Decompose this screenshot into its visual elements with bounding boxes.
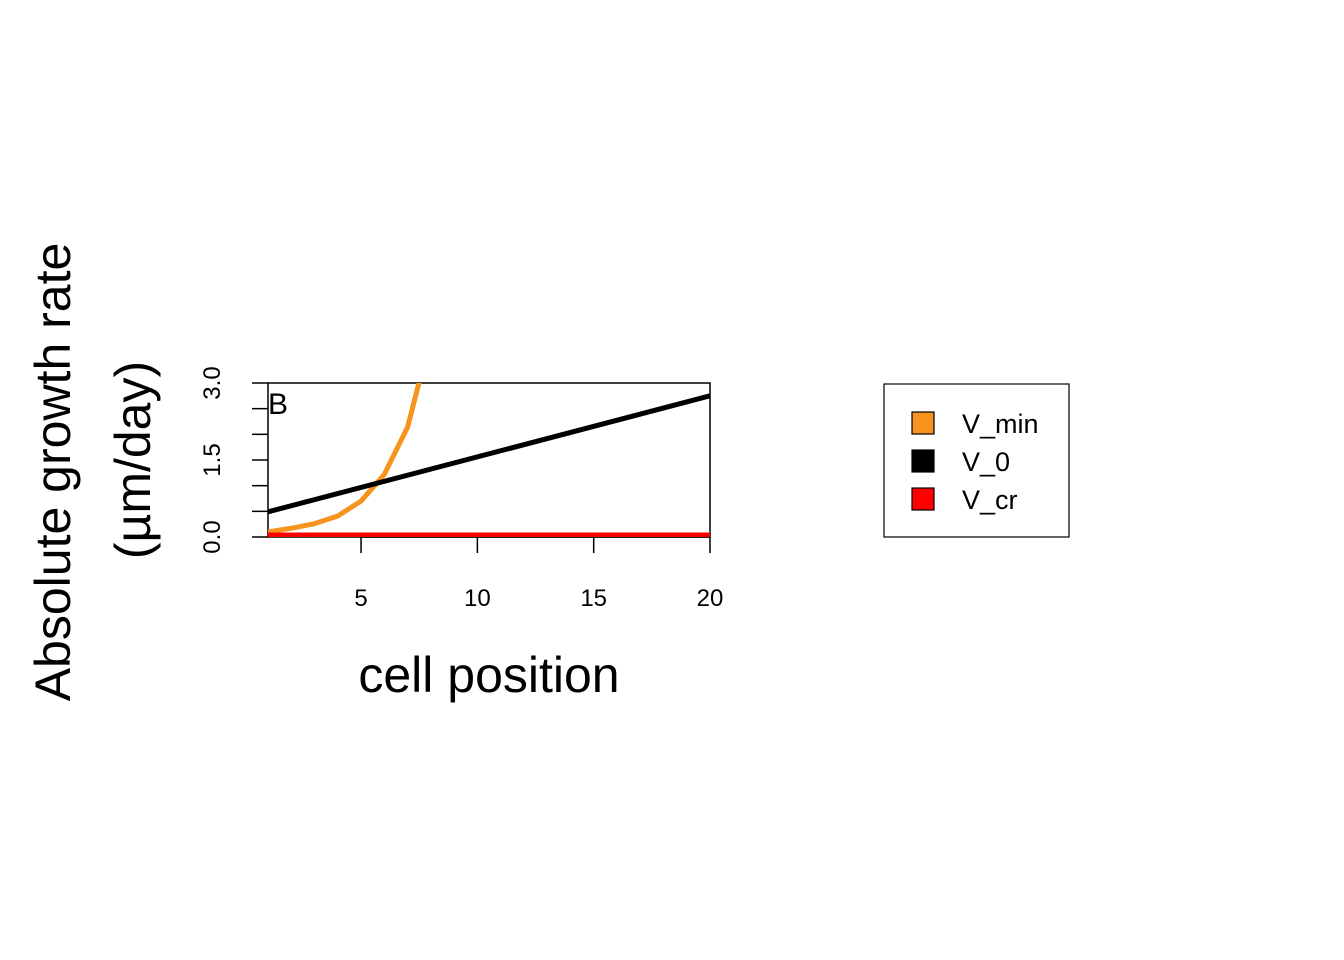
y-tick-label: 0.0 [199,520,226,553]
x-tick-label: 15 [580,585,607,612]
legend-swatch [911,449,935,473]
x-axis: 5 10 15 20 [354,536,724,612]
plot-frame [267,382,711,538]
legend-label: V_0 [962,447,1010,477]
x-tick-label: 20 [697,585,724,612]
legend-items: V_min V_0 V_cr [911,409,1039,515]
legend: V_min V_0 V_cr [883,383,1070,538]
y-axis-title-line-2: (µm/day) [105,361,161,559]
y-tick-label: 1.5 [199,443,226,476]
series-line-v-0 [268,393,710,515]
y-tick-label: 3.0 [199,366,226,399]
series-layer [268,383,710,537]
legend-swatch [911,487,935,511]
series-line-v-min [268,383,422,535]
panel-label: B [268,388,288,421]
legend-swatch [911,411,935,435]
x-tick-label: 5 [354,585,367,612]
y-axis-title-line-1: Absolute growth rate [25,243,81,702]
x-axis-title: cell position [358,647,619,703]
x-tick-label: 10 [464,585,491,612]
y-axis: 0.0 1.5 3.0 [199,366,268,554]
legend-label: V_min [962,409,1039,439]
legend-label: V_cr [962,485,1018,515]
